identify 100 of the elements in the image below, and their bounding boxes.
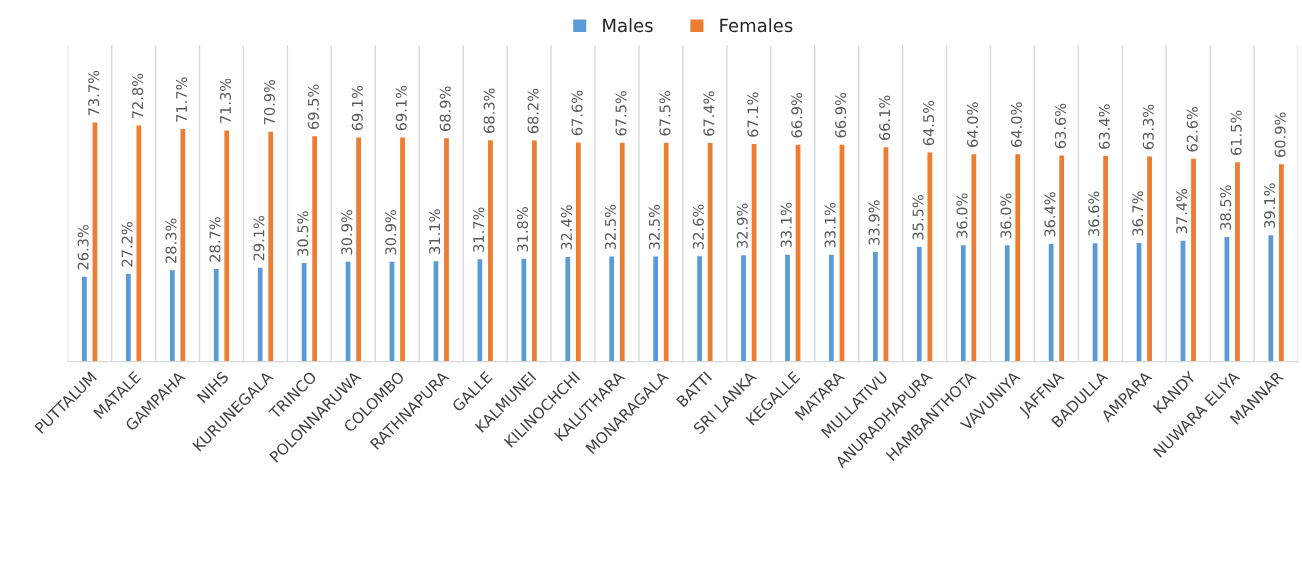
bar [310,134,319,362]
bar [1267,233,1275,362]
bar [1179,239,1187,362]
bar [354,136,363,362]
data-label: 66.9% [835,92,847,138]
bar [1057,154,1066,362]
data-label: 61.5% [1230,110,1242,156]
data-label: 27.2% [121,222,133,267]
bar [1145,155,1154,362]
data-label: 33.9% [868,200,880,245]
data-label: 31.1% [429,209,441,254]
bar [1135,241,1143,362]
bar [662,141,670,362]
data-label: 33.1% [780,202,792,248]
data-label: 35.5% [912,195,924,240]
bar [398,136,407,362]
legend-label: Males [603,18,653,33]
bar [959,243,968,362]
bar [651,255,660,362]
bar [266,130,275,362]
data-label: 69.5% [307,84,319,129]
bar [1189,157,1198,362]
data-label: 62.6% [1186,106,1198,152]
legend-label: Females [720,18,793,33]
data-label: 28.7% [209,217,221,262]
data-label: 32.5% [648,204,660,250]
bar [223,129,231,362]
bar [1277,162,1286,362]
data-label: 68.9% [439,86,451,131]
data-label: 71.3% [219,78,232,123]
bar [135,124,143,362]
data-label: 71.7% [176,77,188,122]
data-label: 64.0% [1010,102,1022,147]
data-label: 30.9% [385,210,397,255]
bar [838,143,846,362]
data-label: 67.5% [659,90,671,136]
data-label: 30.5% [297,211,309,256]
bar [124,272,133,362]
bar [179,127,187,362]
data-label: 37.4% [1176,188,1188,234]
bar [91,121,99,362]
bar [80,275,89,362]
data-label: 36.7% [1132,191,1144,236]
data-label: 67.5% [615,90,627,136]
data-label: 67.6% [571,90,583,136]
bar [970,152,978,362]
data-label: 36.0% [1000,193,1012,238]
bar [607,255,616,362]
bar [1233,160,1242,362]
data-label: 36.0% [956,193,968,238]
bar [530,139,539,362]
data-label: 63.4% [1098,104,1110,149]
data-label: 28.3% [165,218,177,263]
bar [871,250,880,362]
data-label: 26.3% [77,224,89,270]
bar [750,142,758,362]
bar [520,257,528,362]
bar [695,254,704,362]
bar [739,253,748,362]
data-label: 68.3% [483,88,495,133]
data-label: 66.9% [791,92,803,138]
data-label: 29.1% [253,215,265,261]
data-label: 68.2% [527,88,539,134]
data-label: 63.3% [1142,104,1154,150]
data-label: 60.9% [1274,112,1286,157]
bar [300,261,308,362]
data-label: 32.9% [736,203,748,248]
bar [486,138,495,362]
bar [344,260,352,362]
data-label: 72.8% [132,73,144,119]
bar [618,141,627,362]
bar [212,267,221,362]
data-label: 73.7% [88,70,100,116]
bar [915,245,924,362]
data-label: 66.1% [879,95,891,141]
data-label: 38.5% [1220,185,1232,230]
data-label: 32.5% [604,204,616,250]
data-label: 31.8% [517,207,529,252]
bar [1013,152,1022,362]
bar [1223,235,1231,362]
bar [783,253,792,362]
bar [1047,242,1055,362]
data-label: 67.4% [703,91,715,136]
data-label: 32.4% [560,205,572,250]
data-label: 69.1% [351,85,363,131]
data-label: 36.6% [1088,191,1100,236]
bar [1003,243,1011,362]
bar [574,141,583,362]
bar [794,143,802,362]
data-label: 64.5% [923,100,935,146]
bar [706,141,714,362]
data-label: 30.9% [341,210,353,255]
data-label: 67.1% [747,92,759,137]
data-label: 31.7% [473,207,485,252]
bar [1101,154,1110,362]
bar [256,266,264,362]
data-label: 70.9% [263,79,275,125]
bar [827,253,836,362]
data-label: 39.1% [1264,183,1276,228]
bar [926,151,934,362]
